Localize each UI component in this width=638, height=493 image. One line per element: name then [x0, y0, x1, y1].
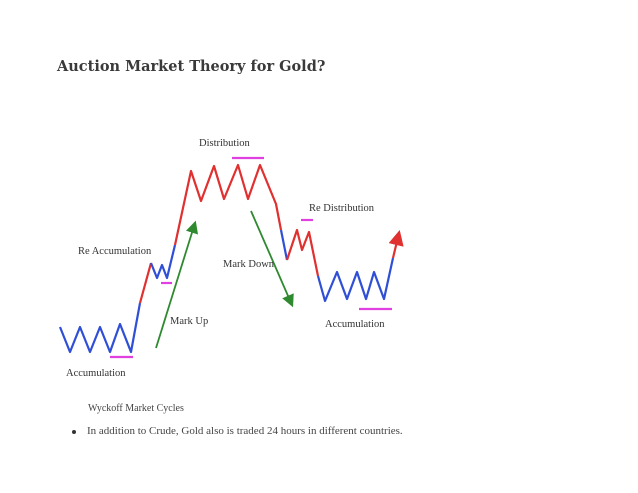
page-title: Auction Market Theory for Gold? [57, 58, 326, 75]
accumulation-right-label: Accumulation [325, 319, 385, 330]
re-distribution-label: Re Distribution [309, 203, 375, 214]
breakout-arrow [388, 230, 404, 259]
bullet-text: In addition to Crude, Gold also is trade… [87, 425, 403, 437]
mark-down-label: Mark Down [223, 259, 275, 270]
distribution-wave [173, 163, 283, 246]
bullet-list: In addition to Crude, Gold also is trade… [70, 425, 403, 437]
accumulation-left-label: Accumulation [66, 368, 126, 379]
markdown-wave-1 [279, 229, 289, 261]
bullet-item: In addition to Crude, Gold also is trade… [70, 425, 403, 437]
re-accumulation-label: Re Accumulation [78, 246, 152, 257]
accumulation-right-wave [316, 257, 395, 303]
accumulation-left-wave [58, 302, 142, 354]
mark-down-arrow [250, 210, 294, 308]
re-accumulation-wave [149, 244, 177, 280]
diagram-caption: Wyckoff Market Cycles [88, 403, 184, 414]
mark-up-label: Mark Up [170, 316, 208, 327]
mark-up-arrow [155, 220, 199, 349]
re-distribution-wave [285, 228, 320, 277]
markup-wave-1 [138, 262, 153, 304]
bullet-dot-icon [72, 430, 76, 434]
distribution-label: Distribution [199, 138, 251, 149]
